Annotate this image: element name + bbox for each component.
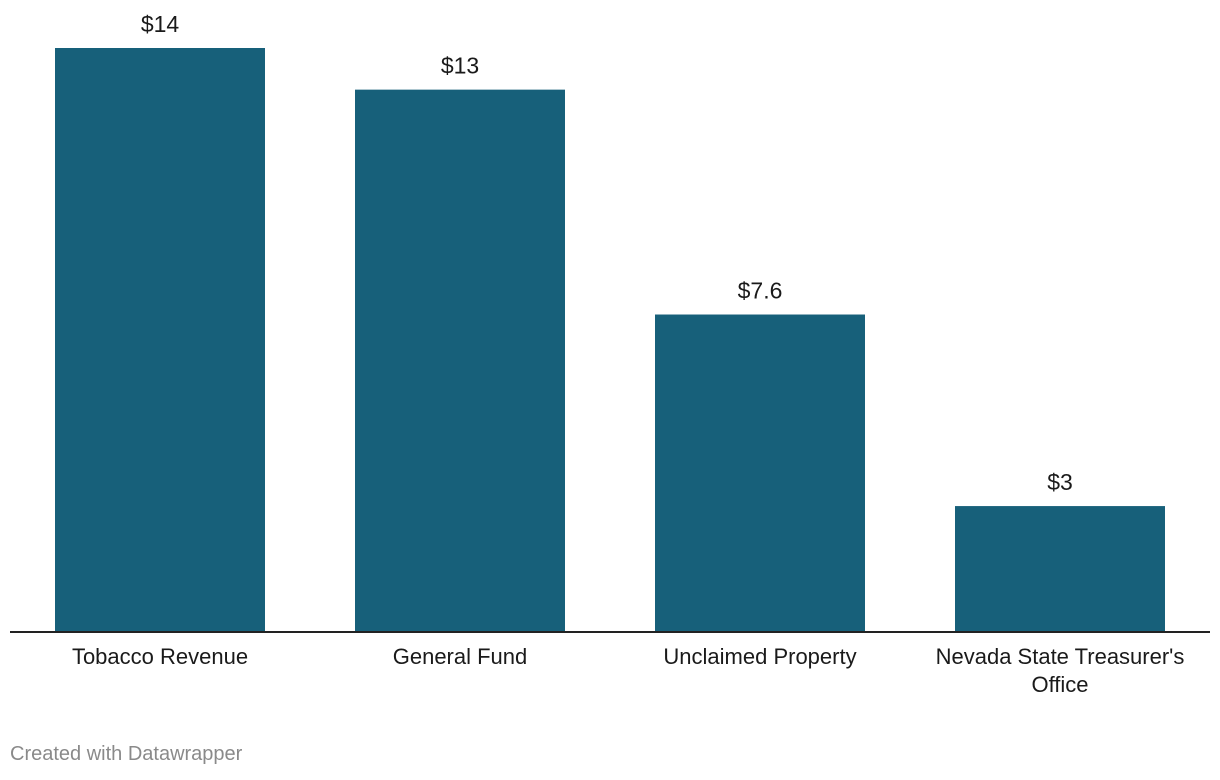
bar-value-label-2: $7.6 [738, 278, 783, 304]
category-label-0: Tobacco Revenue [72, 644, 248, 669]
category-label-line: Office [1031, 672, 1088, 697]
bars-layer [55, 48, 1165, 631]
bar-3 [955, 506, 1165, 631]
category-label-1: General Fund [393, 644, 528, 669]
category-label-2: Unclaimed Property [663, 644, 856, 669]
value-labels-layer: $14 $13 $7.6 $3 [141, 11, 1073, 495]
bar-chart: $14 $13 $7.6 $3 Tobacco Revenue General Fund… [10, 11, 1210, 697]
credit-text: Created with Datawrapper [10, 743, 243, 765]
bar-1 [355, 89, 565, 631]
category-label-line: Tobacco Revenue [72, 644, 248, 669]
category-label-line: Nevada State Treasurer's [936, 644, 1185, 669]
bar-value-label-0: $14 [141, 11, 180, 37]
bar-0 [55, 48, 265, 631]
bar-2 [655, 314, 865, 631]
bar-value-label-1: $13 [441, 53, 479, 79]
bar-value-label-3: $3 [1047, 469, 1073, 495]
category-label-3: Nevada State Treasurer's Office [936, 644, 1185, 697]
category-labels-layer: Tobacco Revenue General Fund Unclaimed Pro… [72, 644, 1184, 697]
category-label-line: Unclaimed Property [663, 644, 856, 669]
category-label-line: General Fund [393, 644, 528, 669]
